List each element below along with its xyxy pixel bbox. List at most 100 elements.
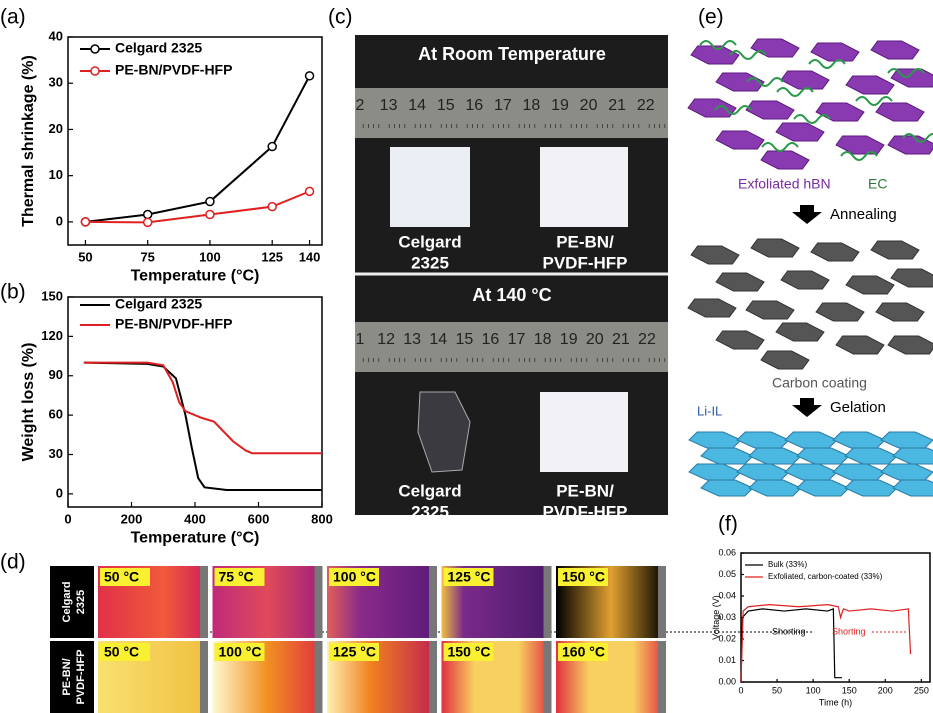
flake [846,276,894,294]
flake [816,303,864,321]
flake [893,448,933,464]
flake [836,136,884,154]
ruler-number: 2 [356,97,365,114]
flake [688,99,736,117]
flake [776,323,824,341]
section-title: At 140 °C [472,285,551,305]
scale-bar [315,566,323,638]
flake [846,76,894,94]
y-tick-label: 0.01 [718,655,736,665]
x-tick-label: 75 [140,249,154,264]
sample-label: Celgard [398,481,461,500]
ruler-number: 12 [377,331,395,348]
scale-bar [544,566,552,638]
flake [811,43,859,61]
y-tick-label: 0.02 [718,633,736,643]
flake [751,39,799,57]
y-tick-label: 0 [56,485,63,500]
flake [751,239,799,257]
scale-bar [429,641,437,713]
ruler-number: 20 [580,97,598,114]
flake [845,448,897,464]
y-axis-label: Voltage (V) [711,595,721,640]
ruler-number: 18 [523,97,541,114]
ruler-number: 1 [356,331,365,348]
panel-label: (e) [698,6,724,29]
y-tick-label: 60 [49,407,63,422]
scale-bar [544,641,552,713]
x-tick-label: 200 [121,511,143,526]
x-tick-label: 50 [78,249,92,264]
temp-label: 160 °C [562,644,605,660]
step-label: Annealing [830,206,897,223]
panel-label: (b) [0,281,26,304]
y-tick-label: 0.00 [718,676,736,686]
flake [893,480,933,496]
row-label: 2325 [75,590,87,614]
y-tick-label: 0.06 [718,547,736,557]
flake [881,464,933,480]
sample [540,392,628,472]
series-line [741,605,911,682]
x-axis-label: Temperature (°C) [131,268,260,285]
temp-label: 100 °C [219,644,262,660]
step-label: Gelation [830,399,886,416]
flake [746,301,794,319]
series-line [84,363,322,490]
flake [781,271,829,289]
x-axis-label: Time (h) [819,697,852,707]
x-tick-label: 100 [199,249,221,264]
sample [540,147,628,227]
ruler-number: 21 [608,97,626,114]
series-line [741,609,842,682]
temp-label: 75 °C [219,569,254,585]
flake [749,448,801,464]
y-axis-label: Weight loss (%) [20,343,37,462]
x-tick-label: 600 [248,511,270,526]
liil-label: Li-IL [697,403,722,418]
flake [716,131,764,149]
coating-label: Carbon coating [772,375,867,391]
x-tick-label: 150 [842,685,857,695]
flake [836,336,884,354]
flake [716,273,764,291]
flake [689,432,741,448]
flake [845,480,897,496]
ruler-number: 14 [429,331,447,348]
panel-label: (c) [328,6,353,29]
flake [876,103,924,121]
sample-label: 2325 [411,502,449,521]
flake [876,303,924,321]
scale-bar [658,641,666,713]
legend-label: Exfoliated, carbon-coated (33%) [768,572,883,581]
point [81,218,89,226]
flake [781,71,829,89]
flake [761,351,809,369]
flake [785,464,837,480]
y-tick-label: 20 [49,121,63,136]
ruler-number: 17 [494,97,512,114]
legend-label: Celgard 2325 [115,296,202,312]
temp-label: 125 °C [448,569,491,585]
point [144,218,152,226]
flake [871,41,919,59]
y-tick-label: 30 [49,75,63,90]
legend-label: PE-BN/PVDF-HFP [115,62,232,78]
x-tick-label: 50 [772,685,782,695]
legend-label: PE-BN/PVDF-HFP [115,316,232,332]
point [268,143,276,151]
flake [746,101,794,119]
flake [737,464,789,480]
x-tick-label: 0 [738,685,743,695]
temp-label: 100 °C [333,569,376,585]
x-tick-label: 200 [878,685,893,695]
point [206,198,214,206]
arrow [792,398,822,417]
sample-label: PVDF-HFP [543,253,628,272]
annotation: Shorting [832,626,866,636]
x-tick-label: 800 [311,511,333,526]
flake [701,480,753,496]
series-line [84,363,322,454]
